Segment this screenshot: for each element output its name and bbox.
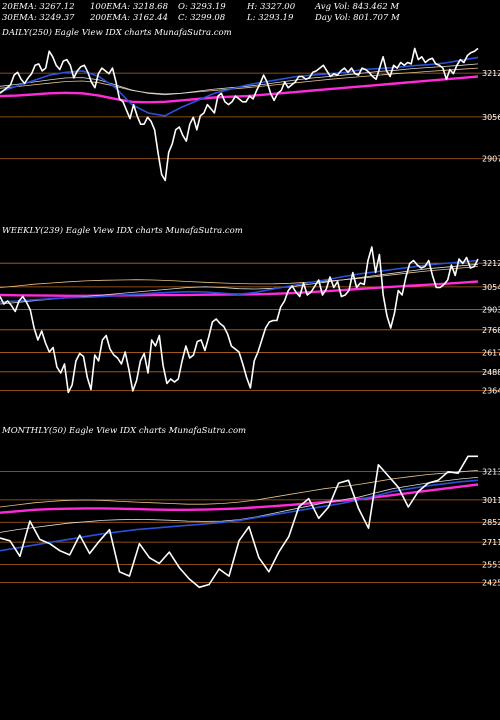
weekly-level-label: 2903	[482, 306, 500, 315]
weekly-level-label: 2617	[482, 348, 500, 357]
ema30-value: 30EMA: 3249.37	[2, 13, 75, 23]
avg-volume-value: Avg Vol: 843.462 M	[315, 2, 400, 12]
monthly-ema-mid-line	[0, 470, 479, 508]
monthly-level-label: 2711	[482, 538, 500, 547]
weekly-level-label: 2364	[482, 386, 500, 395]
weekly-level-label: 3054	[482, 283, 500, 292]
day-volume-value: Day Vol: 801.707 M	[315, 13, 400, 23]
daily-ema-mid-line	[0, 67, 479, 95]
ema20-value: 20EMA: 3267.12	[2, 2, 75, 12]
daily-level-label: 3056	[482, 113, 500, 122]
weekly-chart-title: WEEKLY(239) Eagle View IDX charts Munafa…	[2, 226, 243, 236]
weekly-chart: 3212 3054 2903 2768 2617 2488 2364	[0, 246, 500, 395]
daily-ema-short-line	[0, 56, 479, 117]
daily-level-label: 2907	[482, 155, 500, 164]
monthly-price-line	[0, 455, 478, 589]
monthly-level-label: 3213	[482, 467, 500, 476]
weekly-ema-mid-line	[0, 266, 479, 288]
monthly-level-label: 2553	[482, 560, 500, 569]
ema100-value: 100EMA: 3218.68	[90, 2, 168, 12]
monthly-ema-long-line	[0, 483, 479, 514]
weekly-level-label: 2768	[482, 326, 500, 335]
daily-chart: 3212 3056 2907	[0, 47, 500, 182]
daily-ema-long-line	[0, 75, 479, 104]
monthly-ema-thin-line	[0, 477, 479, 533]
weekly-level-label: 2488	[482, 368, 500, 377]
low-value: L: 3293.19	[247, 13, 294, 23]
monthly-level-label: 2852	[482, 518, 500, 527]
monthly-level-label: 2425	[482, 578, 500, 587]
weekly-price-line	[0, 246, 479, 394]
monthly-level-label: 3011	[482, 496, 500, 505]
close-value: C: 3299.08	[178, 13, 226, 23]
open-value: O: 3293.19	[178, 2, 226, 12]
daily-price-line	[0, 47, 479, 182]
daily-level-label: 3212	[482, 69, 500, 78]
monthly-ema-short-line	[0, 479, 479, 552]
weekly-ema-short-line	[0, 259, 479, 303]
ema200-value: 200EMA: 3162.44	[90, 13, 168, 23]
monthly-chart-title: MONTHLY(50) Eagle View IDX charts Munafa…	[2, 426, 247, 436]
weekly-level-label: 3212	[482, 259, 500, 268]
daily-chart-title: DAILY(250) Eagle View IDX charts MunafaS…	[2, 28, 232, 38]
high-value: H: 3327.00	[247, 2, 296, 12]
monthly-chart: 3213 3011 2852 2711 2553 2425	[0, 455, 500, 589]
